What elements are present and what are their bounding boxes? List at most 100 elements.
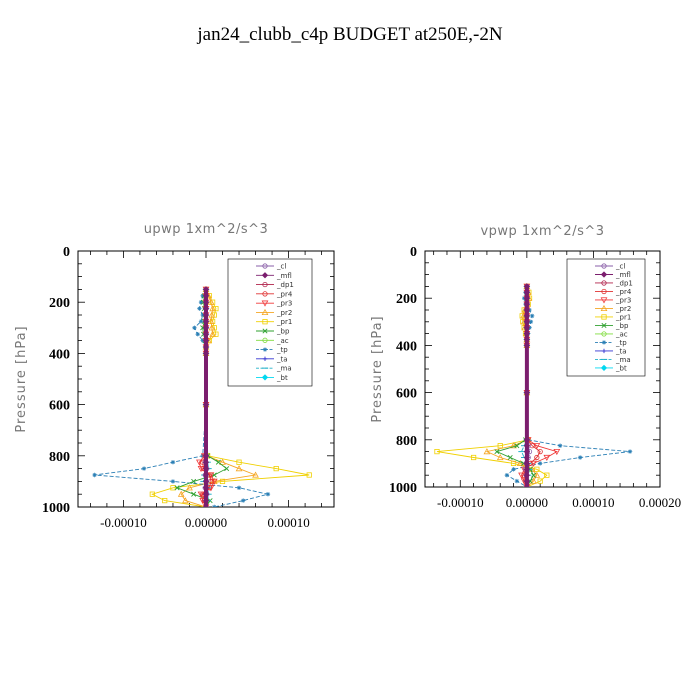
data-point-marker: [529, 443, 535, 449]
legend-entry: _pr3: [595, 296, 631, 304]
legend-marker: [601, 331, 607, 337]
data-point-marker: [470, 454, 477, 461]
figure-title: jan24_clubb_c4p BUDGET at250E,-2N: [196, 24, 502, 45]
legend-entry: _ac: [256, 337, 289, 345]
data-point-marker: [202, 331, 210, 338]
data-point-marker: [212, 504, 217, 507]
y-tick-label: 200: [49, 296, 70, 311]
data-point-marker: [202, 401, 210, 408]
data-point-marker: [202, 465, 210, 472]
chart-panel-vpwp: vpwp 1xm^2/s^3 Pressure [hPa] 0 200 400 600 80…: [370, 224, 681, 510]
data-point-marker: [523, 454, 530, 461]
legend-marker: [262, 337, 268, 343]
data-point-marker: [202, 503, 210, 507]
data-point-marker: [533, 471, 541, 478]
legend-marker: [261, 272, 269, 279]
y-axis-title: Pressure [hPa]: [14, 325, 29, 432]
data-point-marker: [202, 318, 210, 325]
data-point-marker: [235, 465, 243, 472]
data-point-marker: [523, 472, 530, 479]
y-tick-label: 200: [396, 292, 417, 307]
legend-label: _bt: [276, 374, 288, 382]
data-point-marker: [236, 459, 242, 465]
legend-entry: _cl: [256, 263, 286, 271]
y-tick-label: 0: [410, 245, 417, 260]
data-point-marker: [191, 491, 197, 497]
data-point-marker: [202, 491, 210, 498]
legend-entry: _pr2: [256, 308, 292, 317]
data-point-marker: [202, 305, 210, 312]
data-point-marker: [494, 449, 500, 455]
data-point-marker: [202, 311, 210, 319]
legend-entry: _dp1: [595, 279, 633, 287]
data-point-marker: [543, 454, 551, 462]
y-tick-label: 1000: [42, 501, 70, 516]
data-point-marker: [523, 460, 530, 467]
data-point-marker: [170, 485, 176, 491]
data-point-marker: [207, 317, 215, 324]
data-point-marker: [202, 337, 210, 344]
y-tick-label: 800: [396, 434, 417, 449]
data-point-marker: [534, 454, 540, 461]
legend-marker: [262, 281, 268, 288]
data-point-marker: [202, 484, 210, 491]
legend-label: _pr1: [615, 313, 631, 321]
y-tick-label: 600: [49, 399, 70, 414]
data-point-marker: [514, 478, 520, 484]
data-point-marker: [523, 477, 530, 485]
legend-marker: [601, 348, 607, 354]
data-point-marker: [533, 443, 541, 450]
legend-label: _pr3: [615, 296, 631, 304]
data-point-marker: [208, 311, 216, 318]
data-point-marker: [200, 338, 205, 343]
data-point-marker: [202, 324, 210, 331]
legend-label: _ta: [615, 347, 627, 355]
legend-entry: _mfl: [595, 271, 631, 279]
x-tick-label: -0.00010: [100, 515, 147, 530]
data-point-marker: [202, 286, 210, 293]
legend-label: _cl: [276, 263, 286, 271]
data-point-marker: [209, 330, 216, 337]
legend-entry: _tp: [595, 339, 627, 347]
data-point-marker: [207, 298, 215, 305]
data-point-marker: [553, 449, 561, 456]
legend-label: _pr2: [276, 309, 292, 317]
y-tick-label: 400: [49, 347, 70, 362]
data-point-marker: [627, 449, 633, 454]
data-point-marker: [198, 300, 204, 305]
data-point-marker: [530, 477, 537, 484]
data-point-marker: [529, 313, 535, 319]
legend-entry: _pr4: [595, 288, 632, 296]
data-point-marker: [224, 466, 230, 472]
data-point-marker: [236, 485, 242, 490]
data-point-marker: [537, 448, 543, 455]
legend-label: _mfl: [276, 272, 292, 280]
y-tick-label: 400: [396, 339, 417, 354]
legend-marker: [262, 347, 268, 352]
data-point-marker: [208, 324, 216, 331]
legend-entry: _pr2: [595, 304, 631, 313]
legend-label: _cl: [615, 263, 625, 271]
legend-label: _ma: [615, 356, 631, 364]
data-point-marker: [523, 466, 530, 473]
legend-label: _pr3: [276, 300, 292, 308]
data-point-marker: [510, 442, 517, 449]
data-point-marker: [170, 479, 176, 484]
data-point-marker: [174, 485, 180, 491]
x-tick-label: 0.00010: [572, 495, 614, 510]
legend-marker: [262, 328, 268, 334]
data-point-marker: [523, 342, 530, 349]
data-point-marker: [202, 292, 210, 299]
legend-label: _pr4: [276, 290, 293, 298]
legend-entry: _cl: [595, 263, 625, 271]
y-tick-label: 800: [49, 450, 70, 465]
data-point-marker: [537, 461, 543, 466]
legend-label: _pr4: [615, 288, 632, 296]
data-point-marker: [434, 448, 440, 455]
data-point-marker: [177, 490, 185, 497]
data-point-marker: [511, 467, 516, 472]
legend-entry: _mfl: [256, 272, 292, 280]
legend-marker: [600, 297, 608, 304]
data-point-marker: [518, 472, 525, 479]
series-markers-mfl: [523, 283, 530, 487]
